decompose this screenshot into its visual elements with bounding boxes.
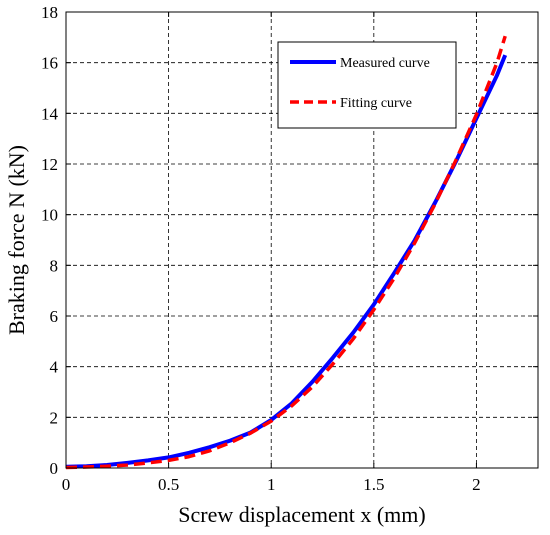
x-axis-title: Screw displacement x (mm) xyxy=(178,502,425,527)
plot-area-frame xyxy=(65,11,539,469)
y-tick-label: 12 xyxy=(41,155,58,174)
measured-curve-line xyxy=(65,54,508,469)
x-tick-label: 0 xyxy=(62,475,71,494)
y-axis-title: Braking force N (kN) xyxy=(4,145,29,335)
y-tick-label: 10 xyxy=(41,206,58,225)
fitting-curve-line xyxy=(65,35,507,470)
x-tick-label: 0.5 xyxy=(158,475,179,494)
y-tick-label: 0 xyxy=(50,459,59,478)
grid-lines xyxy=(66,12,538,468)
legend-label-fitting: Fitting curve xyxy=(340,96,412,111)
y-tick-label: 6 xyxy=(50,307,59,326)
axis-ticks xyxy=(65,11,538,469)
y-tick-label: 4 xyxy=(50,358,59,377)
series-layer xyxy=(65,35,508,470)
y-tick-label: 16 xyxy=(41,54,58,73)
y-tick-label: 8 xyxy=(50,256,59,275)
y-tick-label: 18 xyxy=(41,3,58,22)
legend: Measured curve Fitting curve xyxy=(277,41,457,129)
x-tick-label: 1.5 xyxy=(363,475,384,494)
tick-labels: 0 0.5 1 1.5 2 0 2 4 6 8 10 12 14 16 18 xyxy=(41,3,481,494)
x-tick-label: 1 xyxy=(267,475,276,494)
y-tick-label: 2 xyxy=(50,408,59,427)
y-tick-label: 14 xyxy=(41,104,59,123)
legend-box xyxy=(277,41,457,129)
legend-label-measured: Measured curve xyxy=(340,56,430,71)
x-tick-label: 2 xyxy=(472,475,481,494)
